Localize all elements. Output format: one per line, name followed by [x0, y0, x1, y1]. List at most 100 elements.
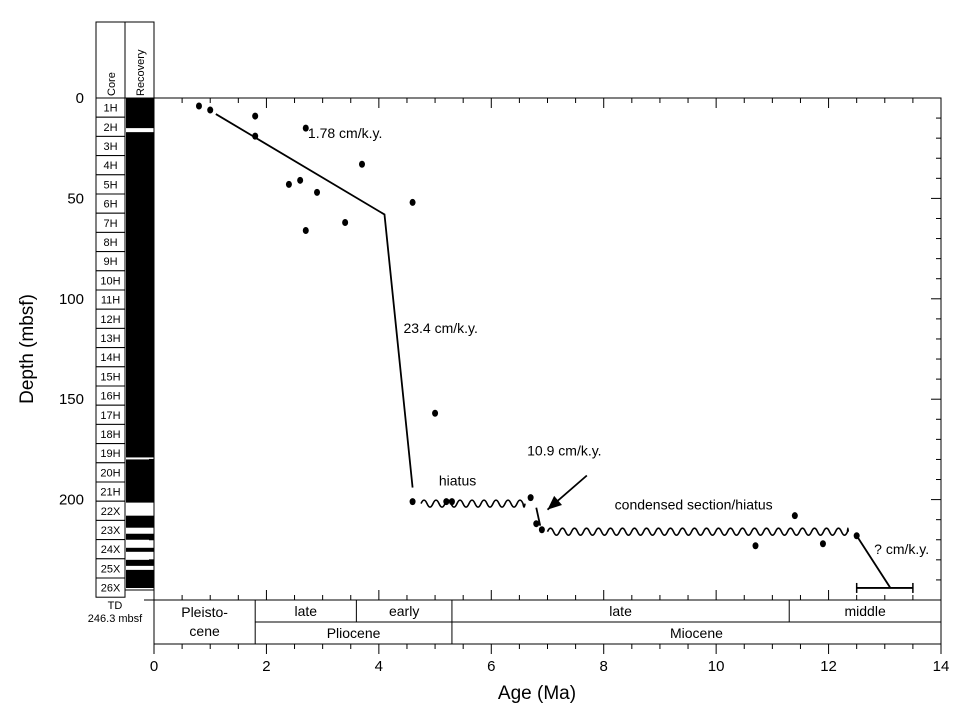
rate-lines: [215, 113, 914, 593]
y-tick-label: 150: [59, 391, 84, 408]
core-label: 16H: [100, 391, 120, 403]
core-label: 5H: [103, 179, 117, 191]
core-label: 8H: [103, 237, 117, 249]
recovery-header-label: Recovery: [135, 49, 147, 96]
annotation-label: condensed section/hiatus: [615, 497, 773, 513]
epoch-label: Pliocene: [327, 625, 381, 641]
data-point: [302, 124, 309, 132]
annotation-label: 10.9 cm/k.y.: [527, 442, 601, 458]
rate-line-unknown: [855, 535, 892, 589]
x-tick-label: 12: [820, 658, 837, 675]
core-cell: [95, 577, 126, 598]
core-label: 24X: [101, 544, 121, 556]
data-point: [252, 112, 259, 120]
data-point: [819, 540, 826, 548]
data-point: [302, 227, 309, 235]
data-point: [195, 102, 202, 110]
data-point: [342, 218, 349, 226]
x-tick-label: 2: [262, 658, 270, 675]
pleistocene-label: cene: [189, 623, 220, 639]
y-axis-ticks: [144, 97, 941, 601]
annotations: 1.78 cm/k.y. 23.4 cm/k.y. hiatus 10.9 cm/k.…: [308, 125, 929, 557]
plot-frame: [153, 97, 942, 645]
rate-line-10.9: [535, 507, 542, 526]
data-point: [752, 542, 759, 550]
data-point: [358, 160, 365, 168]
pleistocene-label: Pleisto-: [181, 604, 228, 620]
core-label: 15H: [100, 371, 120, 383]
recovery-gaps: [126, 128, 154, 570]
x-tick-label: 6: [487, 658, 495, 675]
core-label: 3H: [103, 141, 117, 153]
core-label: 13H: [100, 333, 120, 345]
recovery-gap: [126, 565, 154, 570]
annotation-label: 23.4 cm/k.y.: [403, 320, 477, 336]
subepoch-label: late: [609, 603, 632, 619]
core-label: 6H: [103, 199, 117, 211]
core-label: 10H: [100, 275, 120, 287]
x-tick-label: 4: [375, 658, 383, 675]
core-header-label: Core: [106, 72, 118, 96]
y-tick-label: 100: [59, 291, 84, 308]
core-label: 1H: [103, 103, 117, 115]
core-label: 7H: [103, 218, 117, 230]
x-axis-title: Age (Ma): [498, 683, 576, 704]
data-point: [538, 526, 545, 534]
core-label: 4H: [103, 160, 117, 172]
x-tick-label: 10: [708, 658, 725, 675]
td-label: TD: [108, 600, 123, 612]
core-label: 23X: [101, 525, 121, 537]
data-point: [409, 198, 416, 206]
core-label: 18H: [100, 429, 120, 441]
core-label: 19H: [100, 448, 120, 460]
y-axis-title: Depth (mbsf): [17, 294, 38, 404]
data-point: [791, 512, 798, 520]
x-tick-label: 14: [933, 658, 950, 675]
annotation-label: ? cm/k.y.: [874, 541, 929, 557]
data-point: [297, 176, 304, 184]
data-point: [207, 106, 214, 114]
x-axis-ticks: [153, 98, 942, 654]
core-label: 25X: [101, 563, 121, 575]
core-label: 12H: [100, 314, 120, 326]
annotation-label: hiatus: [439, 473, 476, 489]
core-cells: 1H 2H 3H 4H 5H 6H 7H 8H 9H 10H 11H 12H 13H 14H 15H 16H 1…: [95, 97, 126, 598]
core-label: 14H: [100, 352, 120, 364]
data-point: [853, 532, 860, 540]
y-tick-label: 50: [67, 190, 84, 207]
core-label: 21H: [100, 487, 120, 499]
data-point: [252, 132, 259, 140]
core-label: 11H: [101, 295, 120, 307]
y-tick-label: 200: [59, 492, 84, 509]
x-axis-tick-labels: 0 2 4 6 8 10 12 14: [150, 658, 950, 675]
data-point: [533, 520, 540, 528]
data-point: [527, 494, 534, 502]
core-label: 22X: [101, 506, 121, 518]
x-tick-label: 8: [600, 658, 608, 675]
core-label: 20H: [100, 467, 120, 479]
x-tick-label: 0: [150, 658, 158, 675]
subepoch-label: middle: [844, 603, 885, 619]
recovery-gap: [126, 128, 154, 133]
recovery-gap: [126, 539, 154, 548]
data-point: [432, 409, 439, 417]
y-axis-tick-labels: 0 50 100 150 200: [59, 90, 84, 509]
subepoch-label: late: [294, 603, 317, 619]
subepoch-label: early: [389, 603, 419, 619]
hiatus-wavy-line: [420, 499, 526, 508]
data-point: [448, 498, 455, 506]
core-label: 17H: [100, 410, 120, 422]
y-tick-label: 0: [76, 90, 84, 107]
core-label: 9H: [103, 256, 117, 268]
recovery-gap: [126, 527, 154, 534]
timescale-bar: late early late middle Pliocene Miocene Pleist…: [181, 600, 941, 644]
core-label: 26X: [101, 583, 121, 595]
recovery-gap: [126, 457, 154, 460]
annotation-label: 1.78 cm/k.y.: [308, 125, 382, 141]
td-depth-label: 246.3 mbsf: [88, 613, 143, 625]
recovery-gap: [126, 502, 154, 516]
data-point: [409, 498, 416, 506]
hiatus-lines: [420, 499, 850, 536]
core-label: 2H: [103, 122, 117, 134]
